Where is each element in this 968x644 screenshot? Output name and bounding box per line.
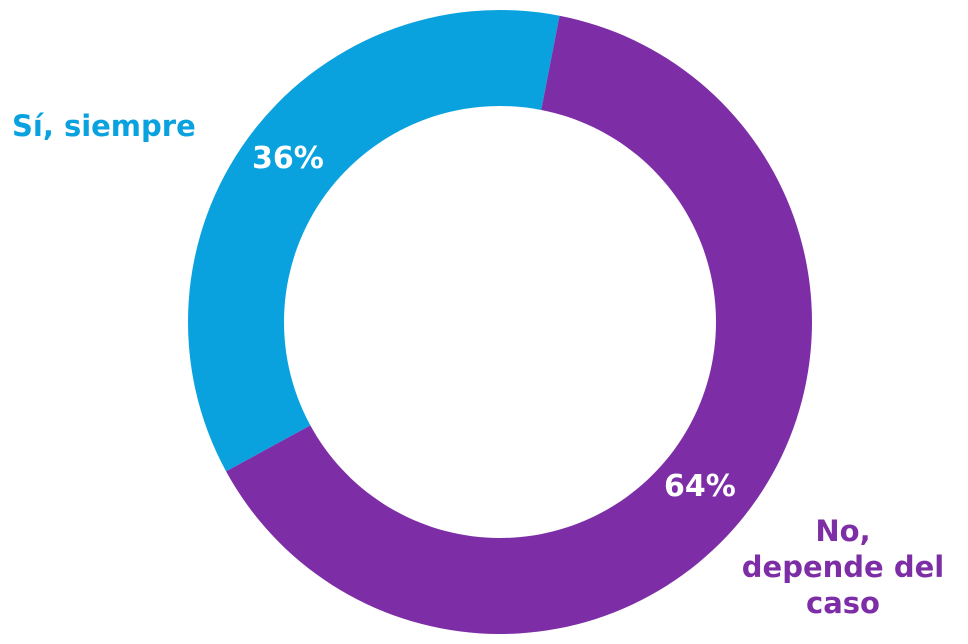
donut-slice-si-siempre [188,10,560,472]
category-label-no-depende-line-1: No, [815,514,871,548]
category-label-si-siempre: Sí, siempre [12,108,196,144]
category-label-si-siempre-text: Sí, siempre [12,109,196,143]
category-label-no-depende-line-2: depende del [741,550,945,584]
category-label-no-depende-line-3: caso [806,586,880,620]
category-label-no-depende: No, depende del caso [718,513,968,621]
donut-slice-no-depende [226,15,813,635]
data-label-36: 36% [252,141,324,176]
data-label-64: 64% [664,469,736,504]
